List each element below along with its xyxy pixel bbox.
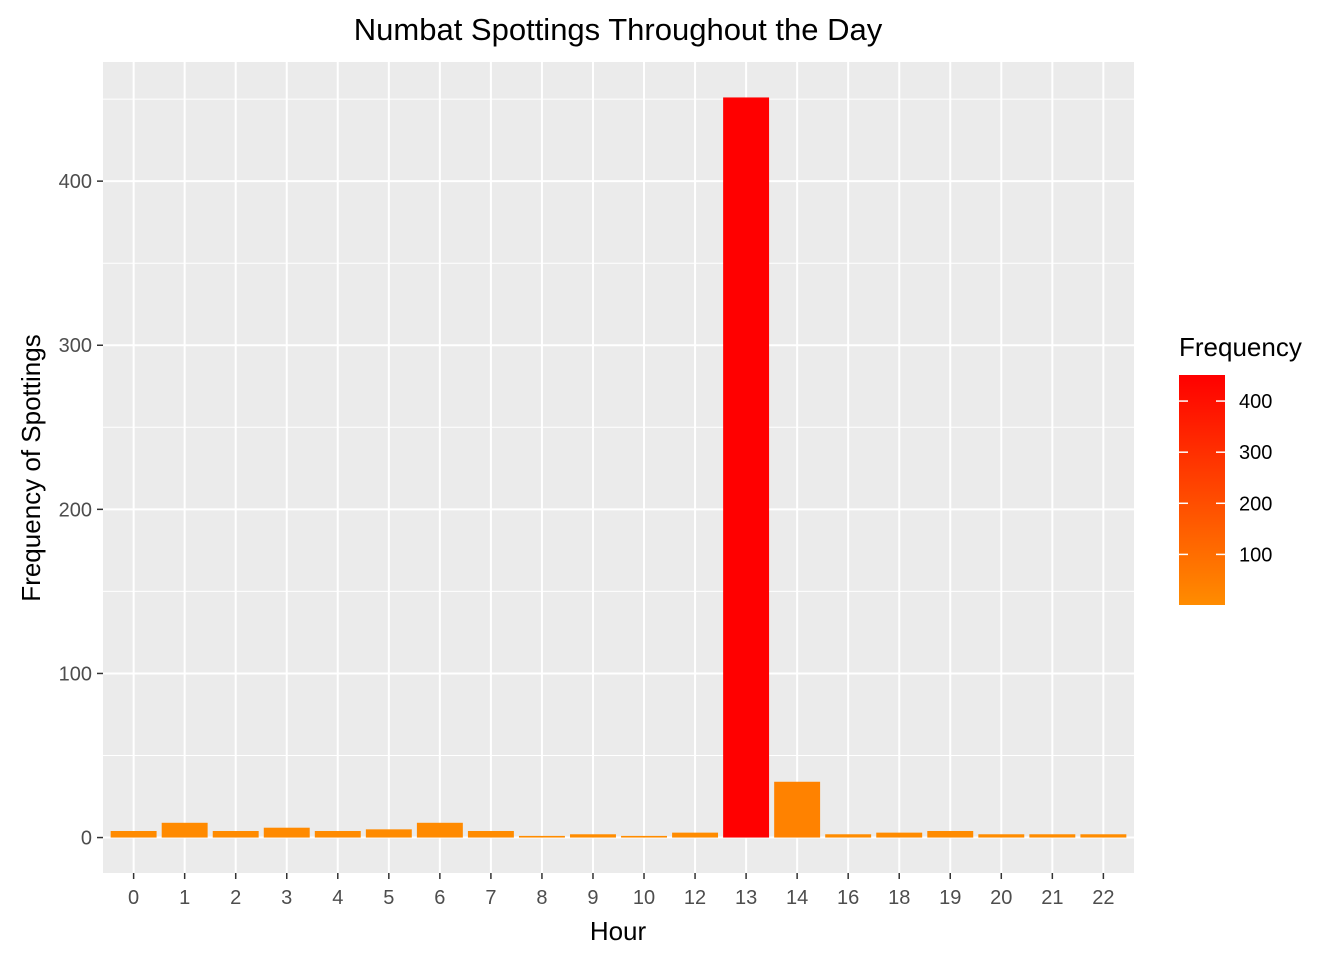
plot-panel [103, 62, 1134, 873]
x-tick-label: 10 [633, 887, 655, 909]
x-tick-label: 13 [735, 887, 757, 909]
bar-4 [314, 830, 361, 838]
y-tick-label: 0 [81, 828, 92, 850]
x-tick-label: 18 [888, 887, 910, 909]
x-tick-label: 7 [485, 887, 496, 909]
legend-tick-label: 300 [1239, 442, 1272, 464]
y-tick-label: 400 [59, 171, 92, 193]
x-tick-label: 8 [536, 887, 547, 909]
bar-10 [621, 835, 667, 838]
y-tick-label: 300 [59, 335, 92, 357]
legend: Frequency 100 200 300 400 [1179, 332, 1302, 605]
x-tick-label: 21 [1041, 887, 1063, 909]
y-axis: 0 100 200 300 400 [59, 171, 103, 850]
x-tick-label: 16 [837, 887, 859, 909]
x-tick-label: 6 [434, 887, 445, 909]
bar-18 [876, 832, 923, 838]
bar-9 [570, 834, 616, 838]
x-tick-label: 3 [281, 887, 292, 909]
x-tick-label: 0 [128, 887, 139, 909]
bar-2 [212, 830, 259, 838]
bar-21 [1029, 834, 1076, 838]
y-tick-label: 200 [59, 499, 92, 521]
bar-3 [263, 827, 310, 838]
bar-16 [825, 834, 872, 838]
bar-19 [927, 830, 974, 838]
chart-title: Numbat Spottings Throughout the Day [354, 12, 883, 47]
bar-6 [416, 822, 463, 838]
x-tick-label: 12 [684, 887, 706, 909]
bar-14 [774, 781, 821, 838]
x-tick-label: 14 [786, 887, 808, 909]
legend-tick-label: 400 [1239, 391, 1272, 413]
bar-12 [672, 832, 719, 838]
y-tick-label: 100 [59, 663, 92, 685]
bar-22 [1080, 834, 1127, 838]
x-tick-label: 4 [332, 887, 343, 909]
x-tick-label: 9 [587, 887, 598, 909]
legend-tick-label: 200 [1239, 493, 1272, 515]
bar-5 [365, 829, 412, 838]
bar-7 [467, 830, 514, 838]
bar-0 [110, 830, 157, 838]
x-tick-label: 22 [1092, 887, 1114, 909]
legend-title: Frequency [1179, 332, 1302, 362]
legend-tick-label: 100 [1239, 544, 1272, 566]
legend-colorbar [1179, 375, 1225, 605]
bar-13 [723, 97, 770, 838]
bar-8 [518, 835, 565, 838]
x-tick-label: 1 [179, 887, 190, 909]
bar-1 [161, 822, 208, 838]
x-tick-label: 2 [230, 887, 241, 909]
panel-background [103, 62, 1134, 873]
y-axis-title: Frequency of Spottings [16, 334, 46, 601]
bar-20 [978, 834, 1025, 838]
x-axis: 0 1 2 3 4 5 6 7 8 9 10 12 13 14 16 18 19 20 21 22 [128, 873, 1115, 909]
x-tick-label: 20 [990, 887, 1012, 909]
x-tick-label: 5 [383, 887, 394, 909]
x-tick-label: 19 [939, 887, 961, 909]
bars [110, 97, 1127, 838]
x-axis-title: Hour [590, 916, 647, 946]
